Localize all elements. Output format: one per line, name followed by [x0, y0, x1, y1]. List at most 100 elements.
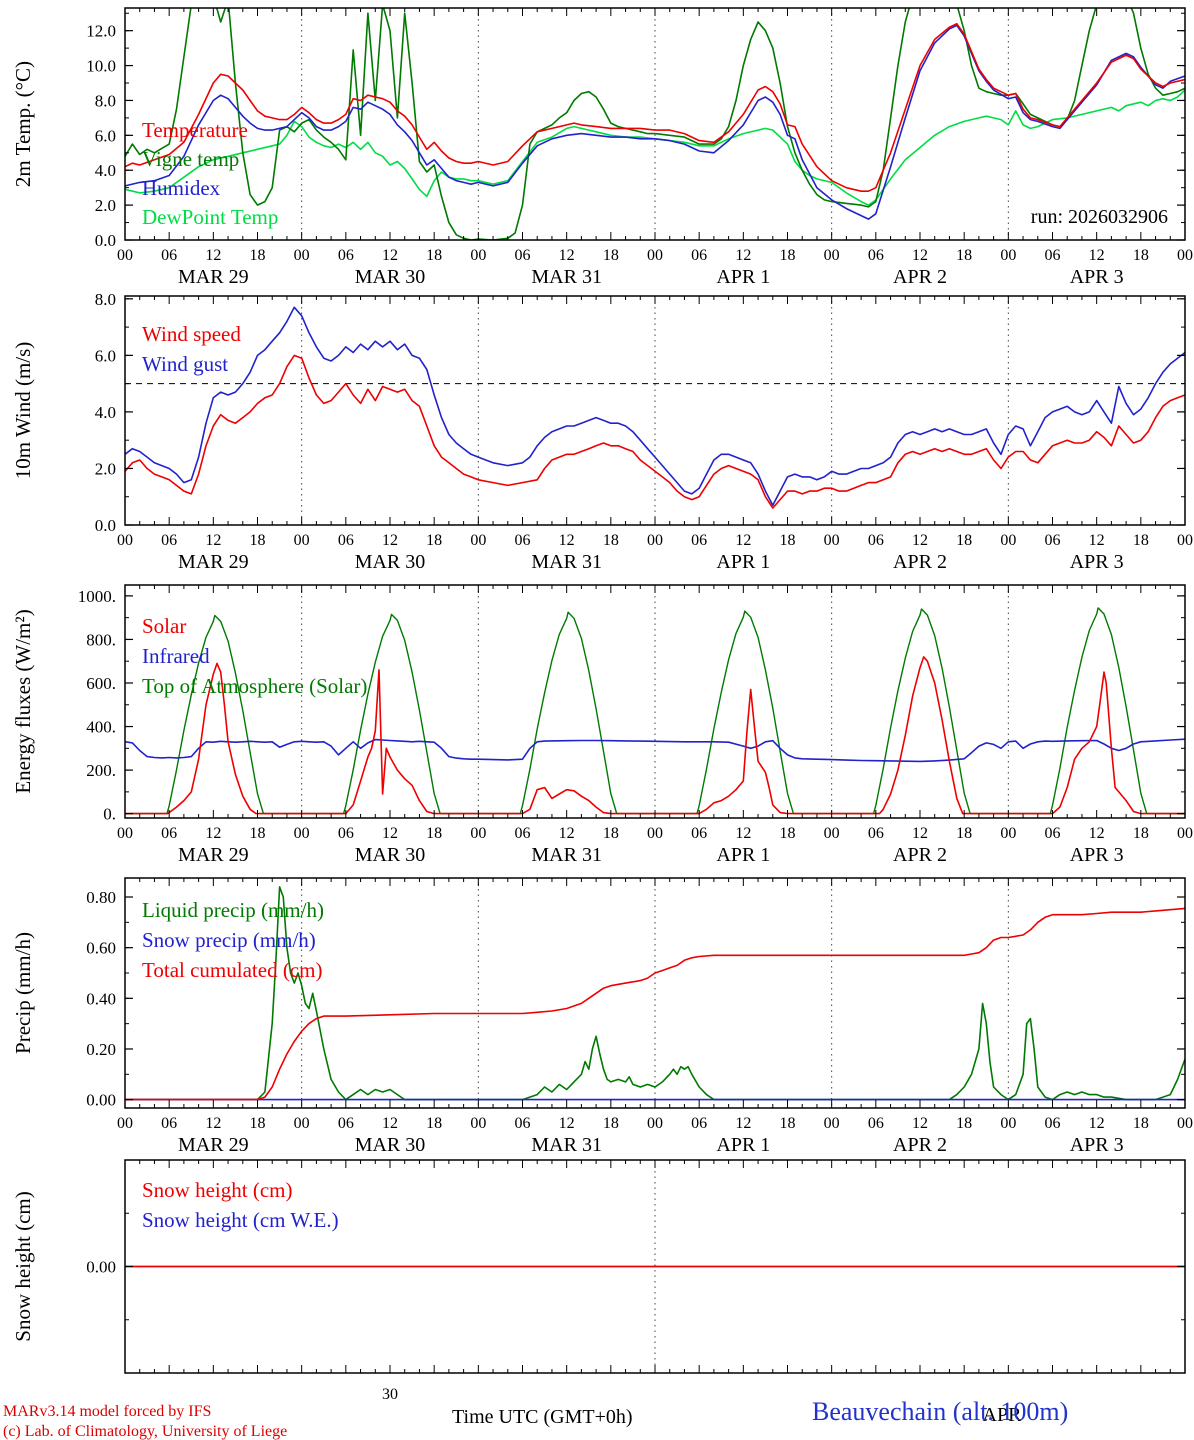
hour-label: 00	[1177, 1115, 1193, 1132]
hour-label: 06	[868, 1115, 884, 1132]
hour-label: 00	[470, 247, 486, 264]
hour-label: 06	[338, 532, 354, 549]
day-label: APR 2	[893, 1134, 947, 1156]
series-group	[125, 607, 1185, 815]
day-label: APR 1	[716, 266, 770, 288]
y-axis-title: Snow height (cm)	[11, 1191, 35, 1341]
hour-label: 00	[647, 532, 663, 549]
hour-label: 06	[868, 825, 884, 842]
hour-label: 00	[470, 825, 486, 842]
hour-label: 12	[205, 1115, 221, 1132]
hour-label: 12	[205, 532, 221, 549]
day-label: APR 1	[716, 1134, 770, 1156]
hour-label: 12	[205, 825, 221, 842]
hour-label: 00	[117, 825, 133, 842]
legend-snow-1: Snow height (cm W.E.)	[142, 1208, 339, 1232]
hour-label: 12	[559, 1115, 575, 1132]
panel-wind: 00 06 12 18 00 06 12 18 00 06 12 18 00 06 12 18 00 06 12 18…	[11, 290, 1193, 573]
hour-label: 12	[559, 532, 575, 549]
day-label: MAR 30	[355, 266, 426, 288]
legend-energy-1: Infrared	[142, 644, 210, 668]
legend-temperature-0: Temperature	[142, 118, 248, 142]
y-tick-label: 6.0	[95, 126, 116, 145]
temperature-line	[125, 22, 1185, 192]
day-label: APR 2	[893, 551, 947, 573]
hour-label: 06	[161, 247, 177, 264]
hour-label: 12	[735, 532, 751, 549]
panel-snow: 0.00 Snow height (cm) Snow height (cm) Snow…	[11, 1159, 1186, 1426]
hour-label: 00	[294, 1115, 310, 1132]
y-axis-title: Precip (mm/h)	[11, 932, 35, 1054]
hour-label: 00	[1000, 247, 1016, 264]
y-tick-label: 6.0	[95, 346, 116, 365]
hour-label: 12	[559, 825, 575, 842]
hour-label: 18	[956, 532, 972, 549]
hour-label: 00	[294, 825, 310, 842]
hour-label: 00	[1177, 825, 1193, 842]
hour-label: 12	[912, 825, 928, 842]
liquid-precip-line	[125, 886, 1185, 1101]
y-tick-label: 1000.	[78, 587, 116, 606]
hour-label: 06	[1045, 825, 1061, 842]
day-label: APR 1	[716, 551, 770, 573]
model-credit-line1: MARv3.14 model forced by IFS	[3, 1403, 212, 1420]
model-credit-line2: (c) Lab. of Climatology, University of L…	[3, 1423, 288, 1440]
hour-label: 12	[735, 825, 751, 842]
hour-label: 12	[1089, 532, 1105, 549]
hour-label: 12	[912, 247, 928, 264]
hour-label: 00	[117, 532, 133, 549]
hour-label: 06	[868, 247, 884, 264]
day-label: MAR 31	[531, 844, 602, 866]
day-label: APR 2	[893, 266, 947, 288]
hour-label: 00	[1177, 532, 1193, 549]
y-tick-label: 200.	[86, 761, 116, 780]
hour-label: 18	[780, 1115, 796, 1132]
series-group	[125, 8, 1185, 240]
y-tick-label: 0.80	[86, 888, 116, 907]
y-tick-label: 0.60	[86, 939, 116, 958]
y-tick-label: 0.00	[86, 1091, 116, 1110]
hour-label: 12	[382, 825, 398, 842]
legend-temperature-2: Humidex	[142, 176, 221, 200]
hour-label: 18	[250, 1115, 266, 1132]
y-tick-label: 10.0	[86, 57, 116, 76]
hour-label: 18	[250, 825, 266, 842]
day-label: MAR 29	[178, 551, 249, 573]
series-group	[125, 886, 1185, 1101]
y-tick-label: 400.	[86, 718, 116, 737]
hour-label: 00	[824, 825, 840, 842]
legend-energy-0: Solar	[142, 614, 186, 638]
hour-label: 00	[824, 1115, 840, 1132]
y-tick-label: 12.0	[86, 22, 116, 41]
hour-label: 00	[294, 532, 310, 549]
hour-label: 06	[868, 532, 884, 549]
legend-temperature-3: DewPoint Temp	[142, 205, 278, 229]
day-label: MAR 31	[531, 1134, 602, 1156]
hour-label: 18	[956, 1115, 972, 1132]
legend-precip-1: Snow precip (mm/h)	[142, 928, 316, 952]
day-label: APR 3	[1070, 844, 1124, 866]
legend-energy-2: Top of Atmosphere (Solar)	[142, 674, 367, 698]
hour-label: 18	[1133, 825, 1149, 842]
hour-label: 12	[382, 247, 398, 264]
hour-label: 06	[1045, 1115, 1061, 1132]
hour-label: 00	[647, 1115, 663, 1132]
hour-label: 06	[1045, 247, 1061, 264]
hour-label: 12	[1089, 1115, 1105, 1132]
day-label: MAR 30	[355, 551, 426, 573]
hour-label: 06	[691, 1115, 707, 1132]
y-tick-label: 0.0	[95, 231, 116, 250]
y-tick-label: 600.	[86, 674, 116, 693]
total-cumulated-line	[125, 907, 1185, 1101]
infrared-line	[125, 738, 1185, 763]
hour-label: 12	[382, 1115, 398, 1132]
hour-label: 06	[161, 532, 177, 549]
y-tick-label: 0.	[103, 805, 116, 824]
annotation: APR	[983, 1404, 1023, 1426]
day-label: APR 1	[716, 844, 770, 866]
day-label: MAR 31	[531, 551, 602, 573]
hour-label: 00	[1177, 247, 1193, 264]
legend-snow-0: Snow height (cm)	[142, 1178, 292, 1202]
hour-label: 06	[338, 247, 354, 264]
